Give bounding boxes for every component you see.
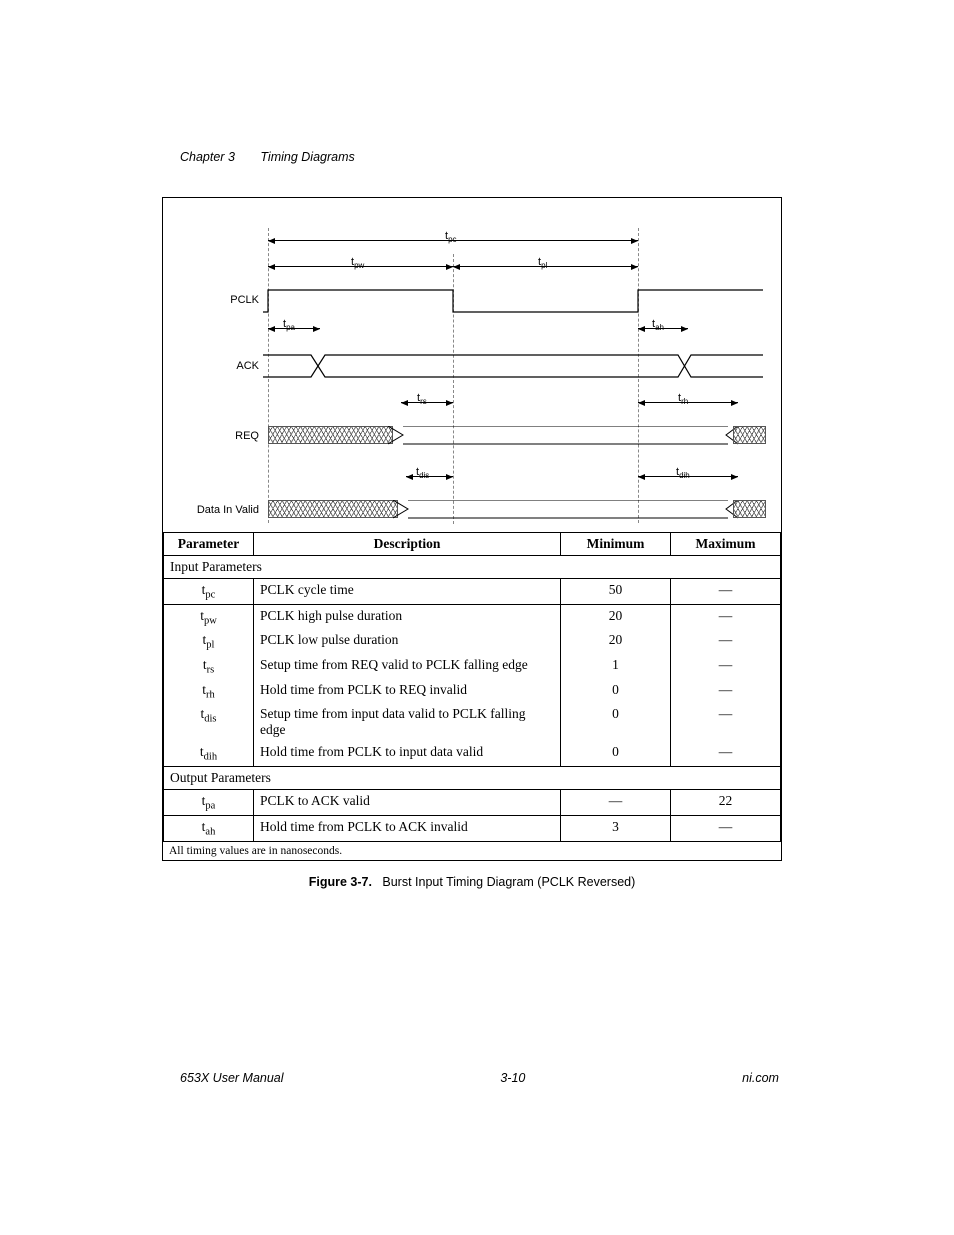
table-row: tahHold time from PCLK to ACK invalid3— <box>164 815 781 840</box>
cell-maximum: — <box>671 604 781 629</box>
cell-parameter: trh <box>164 679 254 704</box>
cell-description: PCLK to ACK valid <box>254 790 561 816</box>
dim-trs <box>401 402 453 403</box>
cell-maximum: — <box>671 815 781 840</box>
trace-req <box>388 426 738 446</box>
cell-maximum: — <box>671 629 781 654</box>
footer-left: 653X User Manual <box>180 1071 284 1085</box>
label-pclk: PCLK <box>163 294 259 306</box>
cell-description: Setup time from input data valid to PCLK… <box>254 703 561 741</box>
figure-caption: Figure 3-7. Burst Input Timing Diagram (… <box>162 875 782 889</box>
tdis-sub: dis <box>419 471 429 480</box>
tpa-sub: pa <box>286 323 295 332</box>
chapter-title: Timing Diagrams <box>260 150 354 164</box>
cell-minimum: 20 <box>561 629 671 654</box>
footer-right: ni.com <box>742 1071 779 1085</box>
hatch-data-right <box>733 500 766 518</box>
table-row: tpwPCLK high pulse duration20— <box>164 604 781 629</box>
hatch-req-left <box>268 426 393 444</box>
table-row: tdihHold time from PCLK to input data va… <box>164 741 781 766</box>
parameter-table: Parameter Description Minimum Maximum In… <box>163 532 781 841</box>
table-row: tpaPCLK to ACK valid—22 <box>164 790 781 816</box>
table-row: trhHold time from PCLK to REQ invalid0— <box>164 679 781 704</box>
col-parameter: Parameter <box>164 533 254 556</box>
cell-description: Hold time from PCLK to REQ invalid <box>254 679 561 704</box>
cell-parameter: tdih <box>164 741 254 766</box>
cell-minimum: 0 <box>561 703 671 741</box>
cell-description: PCLK low pulse duration <box>254 629 561 654</box>
trace-data <box>393 500 738 520</box>
cell-parameter: tpl <box>164 629 254 654</box>
cell-minimum: 0 <box>561 679 671 704</box>
trace-ack <box>263 353 773 381</box>
dim-tdis <box>406 476 453 477</box>
cell-maximum: 22 <box>671 790 781 816</box>
table-row: trsSetup time from REQ valid to PCLK fal… <box>164 654 781 679</box>
cell-maximum: — <box>671 579 781 605</box>
cell-maximum: — <box>671 741 781 766</box>
cell-parameter: tpa <box>164 790 254 816</box>
footer-center: 3-10 <box>500 1071 525 1085</box>
cell-parameter: tpw <box>164 604 254 629</box>
label-ack: ACK <box>163 360 259 372</box>
tpl-sub: pl <box>541 261 547 270</box>
col-description: Description <box>254 533 561 556</box>
cell-description: Hold time from PCLK to ACK invalid <box>254 815 561 840</box>
table-row: tdisSetup time from input data valid to … <box>164 703 781 741</box>
cell-minimum: 50 <box>561 579 671 605</box>
cell-description: PCLK cycle time <box>254 579 561 605</box>
cell-description: PCLK high pulse duration <box>254 604 561 629</box>
cell-parameter: tdis <box>164 703 254 741</box>
cell-maximum: — <box>671 654 781 679</box>
table-section-label: Input Parameters <box>164 556 781 579</box>
cell-parameter: tah <box>164 815 254 840</box>
cell-description: Setup time from REQ valid to PCLK fallin… <box>254 654 561 679</box>
label-req: REQ <box>163 430 259 442</box>
table-footnote: All timing values are in nanoseconds. <box>163 841 781 860</box>
table-section-row: Output Parameters <box>164 767 781 790</box>
table-header-row: Parameter Description Minimum Maximum <box>164 533 781 556</box>
cell-parameter: trs <box>164 654 254 679</box>
trh-sub: rh <box>681 397 688 406</box>
cell-maximum: — <box>671 679 781 704</box>
hatch-req-right <box>733 426 766 444</box>
figure-box: tpc tpw tpl PCLK tpa tah <box>162 197 782 861</box>
tpc-sub: pc <box>448 235 456 244</box>
col-minimum: Minimum <box>561 533 671 556</box>
trace-pclk <box>263 288 773 314</box>
cell-description: Hold time from PCLK to input data valid <box>254 741 561 766</box>
figure-number: Figure 3-7. <box>309 875 372 889</box>
chapter-label: Chapter 3 <box>180 150 235 164</box>
hatch-data-left <box>268 500 398 518</box>
cell-minimum: — <box>561 790 671 816</box>
page-header: Chapter 3 Timing Diagrams <box>180 150 355 164</box>
tpw-sub: pw <box>354 261 364 270</box>
page-footer: 653X User Manual 3-10 ni.com <box>180 1071 779 1085</box>
timing-diagram: tpc tpw tpl PCLK tpa tah <box>163 198 781 532</box>
table-row: tplPCLK low pulse duration20— <box>164 629 781 654</box>
table-row: tpcPCLK cycle time50— <box>164 579 781 605</box>
table-section-row: Input Parameters <box>164 556 781 579</box>
col-maximum: Maximum <box>671 533 781 556</box>
trs-sub: rs <box>420 397 427 406</box>
cell-minimum: 20 <box>561 604 671 629</box>
cell-minimum: 3 <box>561 815 671 840</box>
cell-parameter: tpc <box>164 579 254 605</box>
label-data: Data In Valid <box>163 504 259 516</box>
figure-title: Burst Input Timing Diagram (PCLK Reverse… <box>382 875 635 889</box>
cell-minimum: 0 <box>561 741 671 766</box>
cell-maximum: — <box>671 703 781 741</box>
tah-sub: ah <box>655 323 664 332</box>
table-section-label: Output Parameters <box>164 767 781 790</box>
cell-minimum: 1 <box>561 654 671 679</box>
tdih-sub: dih <box>679 471 690 480</box>
